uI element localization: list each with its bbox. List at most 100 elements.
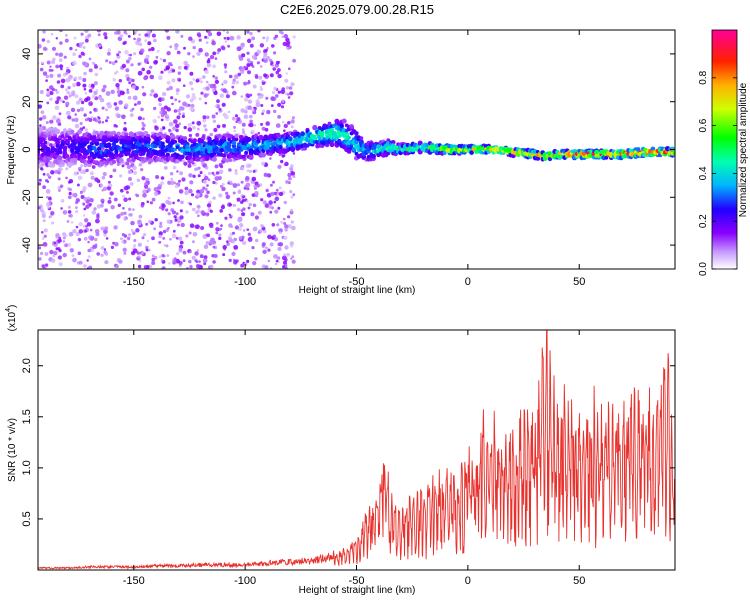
noise-cell	[107, 103, 112, 109]
noise-cell	[241, 166, 244, 170]
noise-cell	[184, 186, 189, 191]
noise-cell	[39, 251, 44, 256]
noise-cell	[281, 87, 286, 91]
noise-cell	[122, 247, 127, 252]
noise-cell	[214, 76, 218, 80]
ridge-cell	[344, 132, 350, 138]
noise-cell	[228, 74, 233, 79]
ridge-cell	[278, 144, 283, 150]
noise-cell	[141, 176, 146, 181]
noise-cell	[71, 192, 76, 198]
noise-cell	[151, 254, 155, 258]
noise-cell	[237, 190, 242, 194]
noise-cell	[78, 42, 83, 47]
noise-cell	[141, 236, 145, 240]
noise-cell	[132, 208, 135, 211]
noise-cell	[175, 30, 180, 34]
noise-cell	[101, 106, 105, 110]
noise-cell	[137, 116, 142, 121]
noise-cell	[80, 32, 84, 36]
noise-cell	[202, 163, 207, 168]
noise-cell	[151, 261, 156, 265]
noise-cell	[73, 171, 78, 176]
noise-cell	[50, 170, 55, 175]
noise-cell	[221, 183, 225, 186]
noise-cell	[113, 225, 118, 230]
noise-cell	[181, 114, 185, 118]
noise-cell	[114, 60, 118, 63]
noise-cell	[222, 123, 226, 128]
noise-cell	[59, 64, 64, 69]
noise-cell	[223, 79, 228, 85]
noise-cell	[166, 254, 170, 257]
noise-cell	[209, 209, 213, 213]
noise-cell	[153, 191, 159, 196]
noise-cell	[213, 127, 218, 133]
noise-cell	[224, 40, 228, 43]
noise-cell	[101, 88, 106, 93]
bottom-x-tick-label: -50	[349, 575, 365, 587]
noise-cell	[246, 51, 250, 55]
ridge-cell	[672, 151, 675, 156]
noise-cell	[69, 232, 72, 236]
noise-cell	[226, 36, 230, 41]
noise-cell	[136, 37, 142, 43]
noise-cell	[284, 258, 288, 262]
noise-cell	[246, 169, 250, 173]
noise-cell	[75, 231, 80, 237]
ridge-cell	[116, 131, 121, 136]
noise-cell	[108, 61, 112, 64]
noise-cell	[100, 253, 104, 257]
noise-cell	[67, 86, 71, 90]
ridge-cell	[226, 143, 232, 148]
noise-cell	[68, 191, 72, 196]
noise-cell	[58, 248, 62, 253]
noise-cell	[168, 262, 171, 265]
noise-cell	[160, 176, 165, 180]
noise-cell	[122, 194, 125, 198]
noise-cell	[218, 233, 222, 237]
noise-cell	[188, 133, 192, 138]
noise-cell	[43, 234, 47, 238]
noise-cell	[107, 199, 112, 204]
noise-cell	[173, 119, 178, 124]
noise-cell	[230, 225, 233, 228]
noise-cell	[95, 218, 100, 224]
noise-cell	[138, 214, 143, 219]
top-x-axis-label: Height of straight line (km)	[299, 285, 416, 296]
noise-cell	[243, 229, 246, 232]
noise-cell	[240, 263, 245, 268]
noise-cell	[220, 205, 225, 210]
series-snr-line	[38, 330, 675, 570]
noise-cell	[192, 55, 195, 58]
noise-cell	[278, 186, 282, 190]
noise-cell	[257, 93, 260, 96]
ridge-cell	[204, 155, 210, 161]
noise-cell	[132, 170, 138, 175]
noise-cell	[215, 227, 220, 232]
noise-cell	[196, 204, 201, 209]
noise-cell	[84, 30, 89, 33]
noise-cell	[228, 168, 232, 172]
noise-cell	[216, 51, 220, 55]
noise-cell	[212, 51, 217, 56]
noise-cell	[188, 173, 192, 177]
noise-cell	[249, 119, 254, 124]
noise-cell	[289, 190, 293, 194]
noise-cell	[202, 87, 206, 90]
noise-cell	[281, 120, 285, 124]
noise-cell	[158, 206, 162, 210]
noise-cell	[189, 81, 193, 86]
noise-cell	[137, 255, 141, 258]
noise-cell	[260, 198, 264, 202]
noise-cell	[206, 62, 212, 68]
noise-cell	[206, 184, 209, 187]
ridge-cell	[319, 130, 325, 136]
colorbar-tick-label: 0.0	[698, 262, 709, 276]
noise-cell	[49, 143, 53, 147]
noise-cell	[178, 236, 183, 241]
noise-cell	[96, 252, 100, 256]
noise-cell	[195, 132, 200, 137]
y-scale-prefix: (x10	[7, 311, 18, 331]
noise-cell	[246, 200, 249, 203]
